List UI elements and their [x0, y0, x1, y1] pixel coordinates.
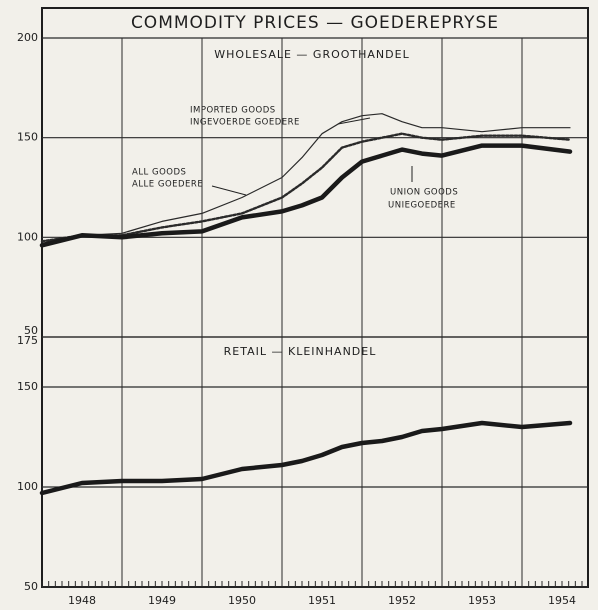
- y-tick-label: 100: [17, 480, 38, 493]
- annotation: ALLE GOEDERE: [132, 180, 203, 190]
- chart-title: COMMODITY PRICES — GOEDEREPRYSE: [131, 13, 499, 33]
- panel-label: WHOLESALE — GROOTHANDEL: [214, 48, 409, 61]
- y-tick-label: 175: [17, 334, 38, 347]
- y-tick-label: 50: [24, 324, 38, 337]
- y-tick-label: 200: [17, 31, 38, 44]
- x-tick-label: 1948: [68, 594, 96, 607]
- y-tick-label: 100: [17, 230, 38, 243]
- arrow: [211, 185, 247, 196]
- annotation: UNION GOODS: [390, 188, 458, 198]
- x-tick-label: 1952: [388, 594, 416, 607]
- x-tick-label: 1950: [228, 594, 256, 607]
- y-tick-label: 50: [24, 580, 38, 593]
- series-line: [40, 132, 572, 243]
- y-tick-label: 150: [17, 131, 38, 144]
- x-tick-label: 1951: [308, 594, 336, 607]
- panel-label: RETAIL — KLEINHANDEL: [224, 345, 377, 358]
- y-tick-label: 150: [17, 380, 38, 393]
- x-tick-label: 1949: [148, 594, 176, 607]
- annotation: IMPORTED GOODS: [190, 106, 276, 116]
- x-tick-label: 1953: [468, 594, 496, 607]
- annotation: UNIEGOEDERE: [388, 201, 456, 211]
- annotation: INGEVOERDE GOEDERE: [190, 118, 300, 128]
- series-line: [39, 420, 573, 496]
- frame: [41, 7, 589, 588]
- annotation: ALL GOODS: [132, 168, 186, 178]
- series-line: [41, 113, 571, 244]
- x-tick-label: 1954: [548, 594, 576, 607]
- arrow: [337, 117, 371, 125]
- series-line: [39, 143, 573, 248]
